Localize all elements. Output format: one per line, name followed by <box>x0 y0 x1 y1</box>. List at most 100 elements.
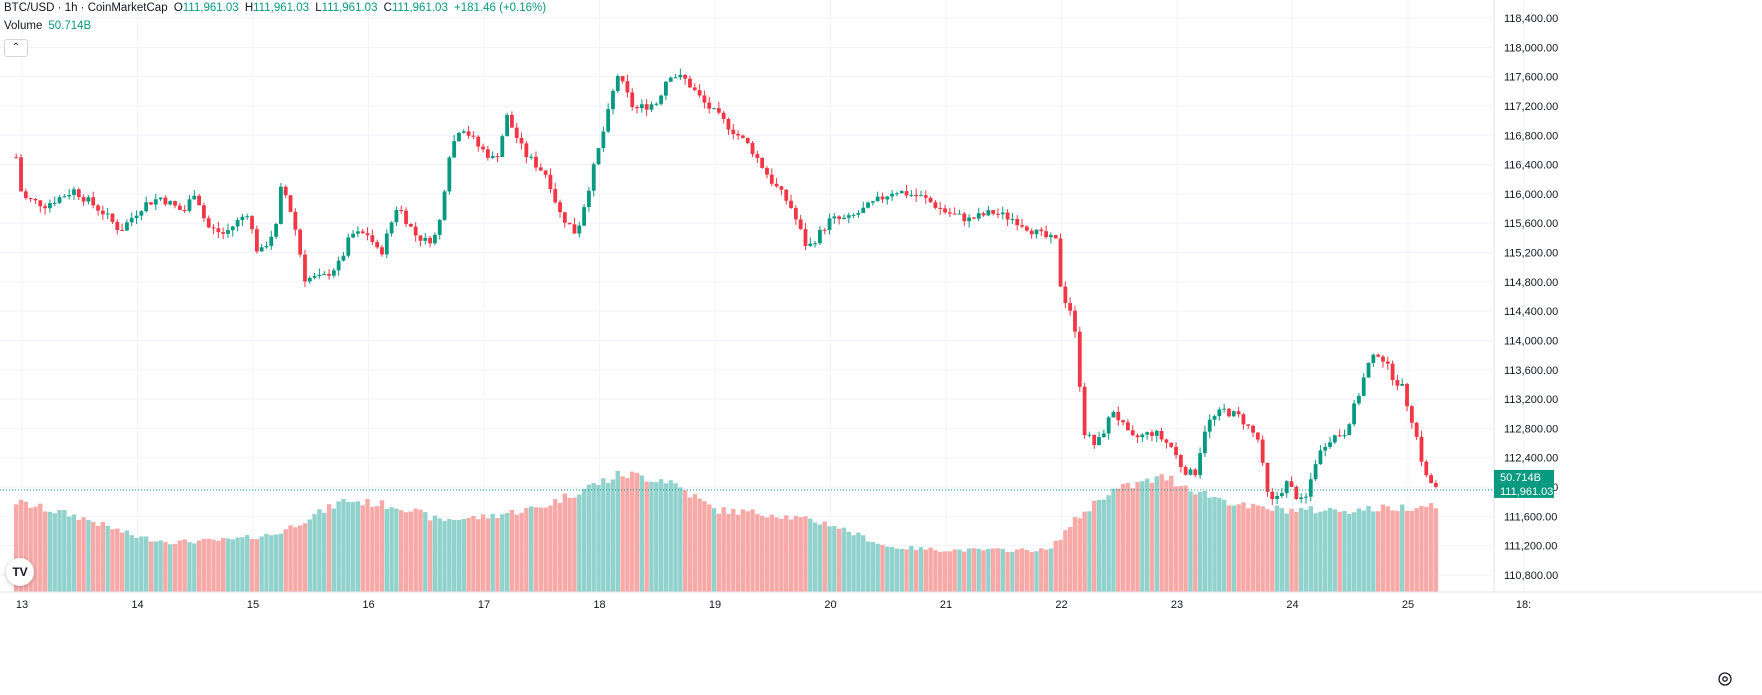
volume-bar <box>134 537 139 592</box>
volume-bar <box>38 503 43 592</box>
volume-bar <box>865 541 871 592</box>
candle <box>1409 404 1414 429</box>
candle <box>895 191 899 197</box>
candle <box>702 90 707 109</box>
candle <box>601 126 606 152</box>
candle <box>413 222 418 242</box>
volume-legend[interactable]: Volume 50.714B <box>4 20 91 32</box>
volume-bar <box>716 513 722 592</box>
candle <box>567 222 572 225</box>
volume-bar <box>1231 505 1236 592</box>
candle <box>803 223 808 251</box>
volume-bar <box>1332 509 1338 592</box>
volume-bar <box>105 525 110 592</box>
volume-bar <box>601 478 606 592</box>
candle <box>259 243 264 252</box>
candle <box>1135 433 1140 443</box>
candle <box>664 81 668 101</box>
candle <box>668 76 673 83</box>
volume-bar <box>1202 490 1208 592</box>
volume-bar <box>682 490 688 592</box>
candle <box>596 148 601 166</box>
volume-bar <box>201 538 207 592</box>
x-tick-label: 15 <box>247 599 259 611</box>
volume-bar <box>18 499 24 592</box>
candle <box>529 154 534 160</box>
candle <box>457 131 461 143</box>
candle <box>23 188 28 200</box>
candle <box>789 194 793 210</box>
candle <box>683 73 688 85</box>
volume-bar <box>336 501 341 592</box>
volume-bar <box>755 514 760 592</box>
candle <box>741 134 745 139</box>
volume-bar <box>71 514 77 592</box>
volume-bar <box>1342 510 1347 592</box>
candle <box>33 197 38 205</box>
volume-bar <box>562 493 568 592</box>
gear-icon[interactable] <box>1716 670 1734 688</box>
candle <box>692 83 697 92</box>
volume-bar <box>143 536 149 592</box>
candle <box>1082 382 1087 439</box>
y-tick-label: 117,600.00 <box>1504 72 1558 84</box>
candle <box>336 256 341 276</box>
candle <box>1150 429 1154 442</box>
candle <box>485 146 490 161</box>
volume-bar <box>187 542 192 592</box>
volume-bar <box>731 508 736 592</box>
time-axis[interactable]: 13 14 15 16 17 18 19 20 21 22 23 24 25 18: <box>0 591 1762 611</box>
candle <box>1405 382 1409 412</box>
candle <box>1265 462 1270 497</box>
volume-bar <box>394 508 399 592</box>
volume-bar <box>485 518 491 592</box>
volume-bar <box>235 537 240 592</box>
candle <box>500 134 505 158</box>
y-tick-label: 118,000.00 <box>1504 42 1558 54</box>
chevron-up-icon[interactable]: ⌃ <box>4 39 28 57</box>
candle <box>28 197 33 203</box>
volume-bar <box>331 508 337 592</box>
candle <box>524 140 529 164</box>
volume-bar <box>1058 539 1063 592</box>
tradingview-logo[interactable]: TV <box>6 558 34 586</box>
volume-bar <box>1318 511 1323 592</box>
x-tick-label: 18 <box>593 599 605 611</box>
volume-bar <box>702 501 707 592</box>
symbol-title[interactable]: BTC/USD · 1h · CoinMarketCap <box>4 2 168 14</box>
candle <box>274 222 278 239</box>
volume-bar <box>1039 548 1044 592</box>
candle <box>52 196 57 207</box>
candle <box>721 110 726 124</box>
volume-bar <box>110 529 115 592</box>
candle <box>1039 227 1044 236</box>
candle <box>351 229 355 239</box>
candle <box>327 269 331 280</box>
price-axis[interactable]: 110,800.00111,200.00111,600.00112,000.00… <box>1493 0 1558 592</box>
price-tags: 50.714B 111,961.03 <box>1494 469 1554 498</box>
candle <box>842 214 846 220</box>
volume-bar <box>668 480 673 592</box>
candle <box>481 143 485 153</box>
candle <box>1299 493 1304 504</box>
candle <box>928 196 933 203</box>
candle <box>1198 447 1202 479</box>
volume-bar <box>793 516 799 592</box>
candle <box>577 221 582 238</box>
volume-bar <box>317 509 322 592</box>
volume-bar <box>211 539 216 592</box>
candle <box>1116 406 1121 426</box>
volume-bar <box>346 501 351 592</box>
candle <box>341 251 346 262</box>
volume-bar <box>1294 511 1299 592</box>
candle <box>1385 356 1390 370</box>
candle <box>1077 326 1082 392</box>
volume-bar <box>495 518 500 592</box>
candle <box>1347 422 1352 436</box>
x-tick-label: 20 <box>824 599 836 611</box>
volume-bar <box>163 542 168 592</box>
candle <box>1318 445 1323 465</box>
candle <box>1203 425 1207 458</box>
volume-bar <box>928 547 933 592</box>
